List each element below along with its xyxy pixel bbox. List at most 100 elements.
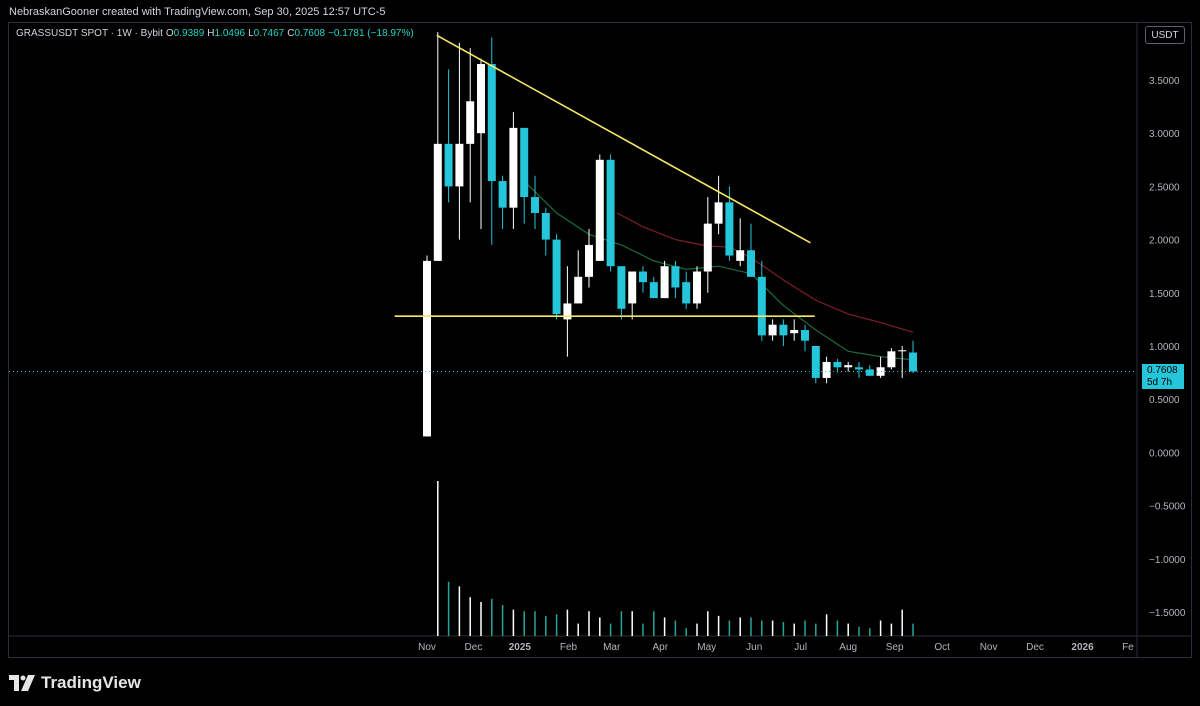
trendlines[interactable] (394, 34, 815, 318)
candle-body (725, 202, 734, 256)
candle-body (693, 271, 701, 304)
volume-bar (815, 623, 817, 636)
candle-body (768, 324, 777, 336)
time-axis-label: Nov (980, 642, 998, 653)
time-axis-label: Oct (934, 642, 950, 653)
volume-bar (631, 611, 633, 636)
candle-body (574, 276, 583, 304)
candle-body (790, 330, 799, 334)
candle-body (833, 361, 842, 368)
candle-body (822, 361, 831, 378)
candle-body (811, 346, 820, 378)
volume-bar (501, 605, 504, 636)
candle-body (898, 350, 907, 352)
volume-bar (653, 611, 655, 636)
current-price-value: 0.7608 (1147, 365, 1178, 376)
candle-body (639, 271, 647, 283)
time-axis-label: Fe (1122, 642, 1134, 653)
candle-body (455, 143, 464, 187)
candle-body (671, 266, 680, 288)
candle-body (466, 101, 475, 144)
volume-bar (717, 615, 720, 636)
volume-bar (836, 620, 839, 636)
time-axis-label: Dec (465, 642, 483, 653)
volume-bar (869, 628, 871, 636)
volume-bar (912, 623, 914, 636)
volume-bar (793, 623, 795, 636)
time-axis-label: 2025 (509, 642, 532, 653)
legend-change: −0.1781 (−18.97%) (328, 28, 414, 39)
price-axis-label: 2.0000 (1149, 236, 1180, 247)
time-axis[interactable]: Nov Dec 2025 Feb Mar Apr May Jun Jul Aug Sep Oct Nov… (418, 642, 1134, 653)
time-axis-label: Mar (603, 642, 621, 653)
price-axis-label: 0.0000 (1149, 448, 1180, 459)
legend-close-value: 0.7608 (294, 28, 326, 39)
candle-body (703, 223, 712, 272)
volume-bar (663, 617, 666, 636)
time-axis-label: Jul (794, 642, 807, 653)
volume-bar (761, 620, 763, 636)
tradingview-logo-icon (9, 675, 35, 691)
volume-bar (620, 611, 623, 636)
legend-close-label: C (287, 28, 295, 39)
candle-body (660, 266, 669, 299)
price-axis[interactable]: 3.5000 3.0000 2.5000 2.0000 1.5000 1.0000 0.50… (1149, 76, 1186, 619)
tradingview-logo[interactable]: TradingView (9, 672, 141, 694)
candle-body (747, 250, 755, 277)
candle-body (531, 197, 539, 213)
volume-bar (447, 581, 450, 636)
volume-bar (555, 614, 558, 636)
volume-bar (566, 609, 569, 636)
volume-bar (739, 617, 741, 636)
time-axis-label: 2026 (1071, 642, 1094, 653)
volume-bar (847, 623, 849, 636)
candle-body (887, 351, 896, 368)
time-axis-label: Sep (886, 642, 904, 653)
candle-body (855, 367, 863, 370)
volume-bar (750, 617, 752, 636)
time-axis-label: Apr (652, 642, 668, 653)
volume-bar (480, 601, 482, 636)
candle-body (585, 244, 593, 277)
volume-bar (577, 623, 579, 636)
candle-body (617, 266, 626, 309)
volume-bar (588, 611, 590, 636)
price-axis-label: −0.5000 (1149, 502, 1186, 513)
price-axis-label: 0.5000 (1149, 395, 1180, 406)
legend-symbol[interactable]: GRASSUSDT SPOT · 1W · Bybit (16, 28, 163, 39)
time-axis-label: Feb (560, 642, 578, 653)
time-axis-label: Dec (1026, 642, 1044, 653)
volume-bar (545, 615, 547, 636)
candle-body (444, 143, 453, 187)
bar-countdown: 5d 7h (1147, 377, 1173, 388)
candle-body (541, 213, 550, 240)
currency-unit-button[interactable]: USDT (1145, 26, 1185, 44)
legend-high-value: 1.0496 (214, 28, 246, 39)
volume-bar (890, 623, 893, 636)
volume-bar (901, 609, 903, 636)
candle-body (909, 352, 917, 372)
candle-body (682, 282, 691, 304)
volume-bar (804, 620, 806, 636)
time-axis-label: Aug (839, 642, 857, 653)
time-axis-label: May (697, 642, 716, 653)
volume-bar (458, 586, 461, 636)
candle-body (649, 282, 658, 299)
candle-body (563, 303, 572, 320)
volume-bar (512, 609, 515, 636)
descending-trendline (436, 34, 811, 244)
volume-bar (858, 626, 860, 636)
tradingview-logo-text: TradingView (41, 673, 141, 692)
volume-bar (534, 611, 536, 636)
candle-body (606, 159, 615, 267)
chart-attribution: NebraskanGooner created with TradingView… (9, 6, 386, 18)
candle-body (595, 159, 604, 261)
candle-body (509, 127, 518, 208)
volume-bar (469, 597, 471, 636)
legend-open-label: O (165, 28, 174, 39)
candle-body (876, 367, 885, 376)
volume-bar (523, 611, 525, 636)
price-axis-label: 1.0000 (1149, 342, 1180, 353)
volume-bar (771, 620, 774, 636)
